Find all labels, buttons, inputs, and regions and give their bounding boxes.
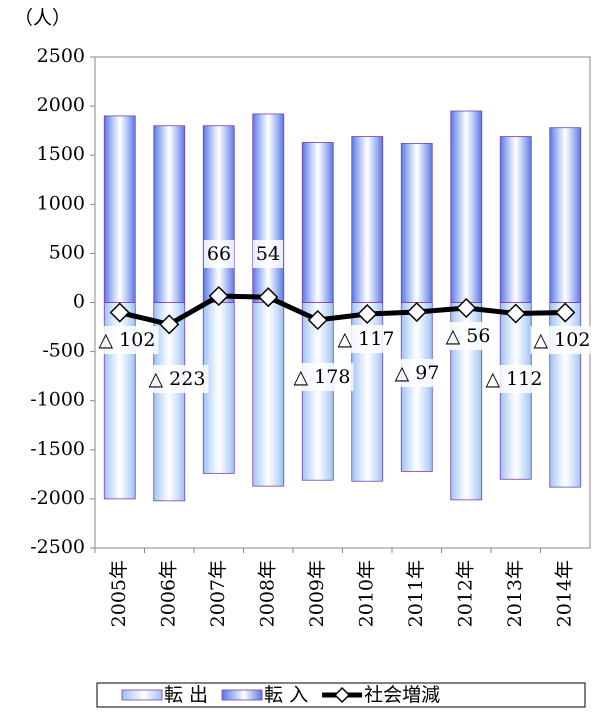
- y-tick-label: -2000: [30, 487, 85, 509]
- x-tick-label: 2013年: [504, 560, 526, 627]
- bar: [499, 136, 532, 303]
- bar: [252, 302, 285, 487]
- data-label-bg: [252, 240, 284, 268]
- bar: [301, 142, 334, 303]
- marker: [307, 309, 328, 331]
- data-label-bg: [203, 240, 235, 268]
- x-tick-label: 2009年: [306, 560, 328, 627]
- bar: [351, 136, 384, 303]
- data-label-bg: [334, 325, 398, 353]
- data-label: △ 117: [338, 328, 395, 350]
- data-label: △ 102: [99, 329, 156, 351]
- bar: [202, 125, 235, 303]
- x-tick-label: 2005年: [108, 560, 130, 627]
- legend-swatch: [121, 689, 163, 701]
- marker: [357, 303, 378, 325]
- x-tick-label: 2008年: [256, 560, 278, 627]
- legend-label: 転 出: [164, 684, 208, 706]
- bar: [549, 127, 582, 303]
- data-label: △ 178: [294, 366, 351, 388]
- y-tick-label: -2500: [30, 536, 85, 558]
- data-label-bg: [145, 365, 209, 393]
- marker: [555, 302, 576, 323]
- marker: [406, 301, 427, 323]
- data-label: △ 56: [446, 325, 491, 347]
- data-label-bg: [95, 326, 159, 354]
- x-tick-label: 2006年: [157, 560, 179, 627]
- legend-label: 社会増減: [364, 684, 440, 706]
- data-label-bg: [530, 326, 594, 354]
- bar: [252, 113, 285, 303]
- marker: [109, 302, 130, 323]
- y-tick-label: -500: [42, 340, 85, 362]
- data-label-bg: [391, 359, 443, 387]
- y-tick-label: 2500: [37, 45, 85, 67]
- data-label: 66: [207, 243, 231, 265]
- y-tick-label: 500: [49, 241, 85, 263]
- bar: [301, 302, 334, 481]
- y-tick-label: 1000: [37, 192, 85, 214]
- x-tick-label: 2011年: [405, 560, 427, 627]
- y-tick-label: 2000: [37, 94, 85, 116]
- data-label: 54: [256, 243, 280, 265]
- bar: [400, 143, 433, 303]
- marker: [505, 303, 526, 324]
- bar: [153, 125, 186, 303]
- bar: [450, 110, 483, 303]
- legend-label: 転 入: [264, 684, 308, 706]
- data-label: △ 112: [486, 368, 543, 390]
- y-tick-label: -1000: [30, 389, 85, 411]
- y-tick-label: 0: [73, 291, 85, 313]
- legend-swatch: [221, 689, 263, 701]
- x-tick-label: 2007年: [207, 560, 229, 627]
- data-label: △ 97: [395, 362, 440, 384]
- marker: [208, 285, 229, 307]
- marker: [159, 314, 180, 335]
- y-tick-label: -1500: [30, 438, 85, 460]
- bar: [103, 115, 136, 303]
- data-label-bg: [482, 365, 546, 393]
- legend-swatch: [334, 686, 351, 704]
- marker: [258, 287, 279, 308]
- data-label: △ 102: [534, 329, 591, 351]
- data-label-bg: [442, 322, 494, 350]
- y-tick-label: 1500: [37, 143, 85, 165]
- x-tick-label: 2012年: [454, 560, 476, 627]
- x-tick-label: 2010年: [355, 560, 377, 627]
- data-label-bg: [290, 363, 354, 391]
- y-axis-label: （人）: [14, 7, 71, 29]
- data-label: △ 223: [149, 368, 206, 390]
- line: [119, 293, 566, 328]
- marker: [456, 297, 477, 319]
- x-tick-label: 2014年: [553, 560, 575, 627]
